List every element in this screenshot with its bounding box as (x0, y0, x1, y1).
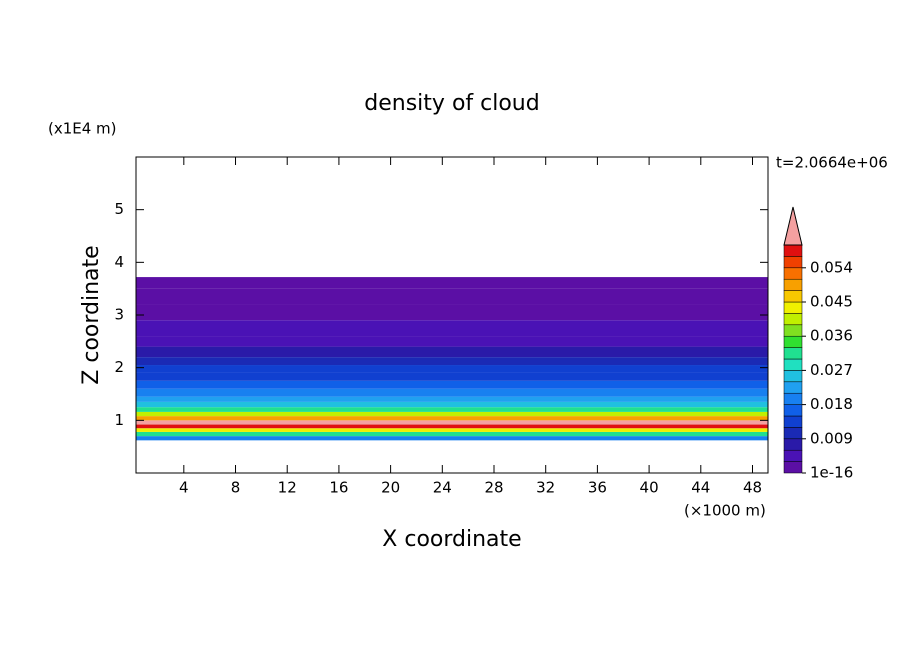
x-tick-label: 28 (484, 479, 503, 497)
density-band (136, 365, 768, 373)
density-band (136, 416, 768, 421)
colorbar-tick-label: 0.018 (810, 395, 853, 413)
chart-title: density of cloud (364, 91, 539, 116)
density-band (136, 396, 768, 402)
annotation: t=2.0664e+06 (776, 154, 888, 172)
colorbar-swatch (783, 267, 803, 280)
x-tick-label: 48 (743, 479, 762, 497)
density-band (136, 372, 768, 381)
colorbar-swatch (783, 370, 803, 383)
colorbar-swatch (783, 313, 803, 326)
colorbar-tick-label: 1e-16 (810, 464, 853, 482)
density-band (136, 346, 768, 358)
colorbar-tick-label: 0.027 (810, 361, 853, 379)
density-band (136, 401, 768, 408)
density-band (136, 428, 768, 432)
y-tick-label: 3 (114, 306, 124, 324)
density-band (136, 407, 768, 412)
colorbar-tick-label: 0.036 (810, 327, 853, 345)
colorbar-swatch (783, 438, 803, 451)
density-band (136, 288, 768, 305)
density-band (136, 431, 768, 437)
x-tick-label: 4 (179, 479, 189, 497)
x-tick-label: 40 (640, 479, 659, 497)
x-tick-label: 12 (278, 479, 297, 497)
colorbar-swatch (783, 290, 803, 303)
colorbar-swatch (783, 347, 803, 360)
x-unit: (×1000 m) (684, 502, 766, 520)
x-tick-label: 8 (231, 479, 241, 497)
x-tick-label: 32 (536, 479, 555, 497)
y-tick-label: 5 (114, 200, 124, 218)
colorbar-swatch (783, 381, 803, 394)
y-tick-label: 4 (114, 253, 124, 271)
density-band (136, 380, 768, 389)
density-band (136, 320, 768, 337)
x-axis-label: X coordinate (382, 527, 521, 552)
x-tick-label: 20 (381, 479, 400, 497)
colorbar-over (783, 206, 803, 246)
colorbar-swatch (783, 415, 803, 428)
x-tick-label: 16 (329, 479, 348, 497)
y-unit: (x1E4 m) (48, 120, 117, 138)
colorbar-swatch (783, 278, 803, 291)
x-tick-label: 36 (588, 479, 607, 497)
colorbar-swatch (783, 324, 803, 337)
density-band (136, 420, 768, 425)
colorbar-swatch (783, 404, 803, 417)
colorbar-tick-label: 0.009 (810, 429, 853, 447)
density-band (136, 436, 768, 441)
x-tick-label: 24 (433, 479, 452, 497)
colorbar-swatch (783, 392, 803, 405)
density-band (136, 388, 768, 397)
colorbar-swatch (783, 256, 803, 269)
plot-area (136, 277, 768, 441)
colorbar-swatch (783, 427, 803, 440)
colorbar-swatch (783, 461, 803, 474)
y-tick-label: 2 (114, 358, 124, 376)
colorbar-swatch (783, 335, 803, 348)
y-axis-label: Z coordinate (79, 245, 104, 384)
density-band (136, 424, 768, 429)
y-tick-label: 1 (114, 411, 124, 429)
density-band (136, 411, 768, 417)
density-band (136, 277, 768, 289)
colorbar-tick-label: 0.045 (810, 293, 853, 311)
colorbar-swatch (783, 449, 803, 462)
density-band (136, 304, 768, 321)
colorbar-swatch (783, 244, 803, 257)
x-tick-label: 44 (691, 479, 710, 497)
colorbar-tick-label: 0.054 (810, 258, 853, 276)
density-band (136, 357, 768, 366)
colorbar-swatch (783, 358, 803, 371)
colorbar-swatch (783, 301, 803, 314)
density-band (136, 336, 768, 347)
